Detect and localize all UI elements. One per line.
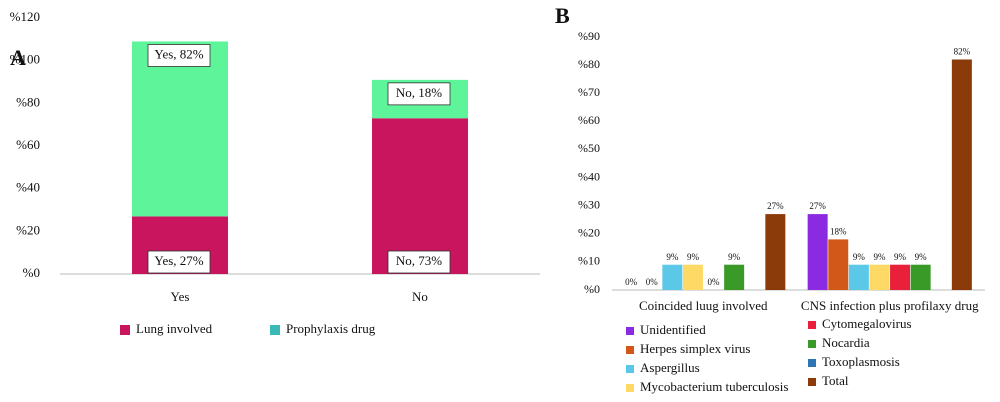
bar — [951, 59, 972, 290]
y-tick-label: %90 — [578, 29, 600, 43]
data-label: 9% — [873, 252, 886, 262]
bar — [848, 264, 869, 290]
y-tick-label: %50 — [578, 141, 600, 155]
data-label: Yes, 82% — [154, 46, 203, 61]
bar — [724, 264, 745, 290]
x-tick-label: No — [412, 289, 428, 304]
legend-label: Prophylaxis drug — [286, 321, 376, 336]
data-label: 9% — [915, 252, 928, 262]
data-label: 9% — [666, 252, 679, 262]
label-box — [147, 250, 211, 274]
legend-swatch — [270, 325, 280, 335]
bar — [869, 264, 890, 290]
y-tick-label: %80 — [578, 57, 600, 71]
legend-label: Mycobacterium tuberculosis — [640, 379, 788, 394]
legend-label: Herpes simplex virus — [640, 341, 750, 356]
label-box — [147, 44, 211, 67]
legend-label: Cytomegalovirus — [822, 316, 912, 331]
bar — [765, 214, 786, 290]
bar — [662, 264, 683, 290]
data-label: No, 18% — [396, 85, 442, 100]
y-tick-label: %40 — [578, 169, 600, 183]
legend-label: Lung involved — [136, 321, 213, 336]
legend-swatch — [808, 340, 816, 348]
y-tick-label: %20 — [16, 222, 40, 237]
y-tick-label: %60 — [578, 113, 600, 127]
data-label: 18% — [830, 226, 847, 236]
legend-label: Unidentified — [640, 322, 706, 337]
data-label: 82% — [954, 47, 971, 57]
panel-label: B — [555, 3, 570, 28]
bar — [890, 264, 911, 290]
legend-swatch — [626, 384, 634, 392]
bar-segment — [372, 118, 468, 275]
x-tick-label: Coincided luug involved — [639, 298, 768, 313]
label-box — [387, 250, 451, 274]
y-tick-label: %120 — [10, 9, 40, 24]
y-tick-label: %20 — [578, 226, 600, 240]
data-label: 9% — [853, 252, 866, 262]
data-label: 9% — [687, 252, 700, 262]
bar — [910, 264, 931, 290]
legend-label: Aspergillus — [640, 360, 700, 375]
data-label: Yes, 27% — [154, 253, 203, 268]
legend-swatch — [626, 346, 634, 354]
x-tick-label: Yes — [171, 289, 190, 304]
bar — [807, 214, 828, 290]
legend-swatch — [808, 321, 816, 329]
legend-swatch — [808, 359, 816, 367]
label-box — [387, 82, 451, 106]
legend-label: Nocardia — [822, 335, 870, 350]
data-label: 0% — [646, 277, 659, 287]
legend-swatch — [626, 327, 634, 335]
data-label: 9% — [728, 252, 741, 262]
bar — [682, 264, 703, 290]
y-tick-label: %10 — [578, 254, 600, 268]
legend-swatch — [120, 325, 130, 335]
data-label: 27% — [809, 201, 826, 211]
data-label: 0% — [625, 277, 638, 287]
y-tick-label: %70 — [578, 85, 600, 99]
bar-segment — [132, 41, 228, 217]
panel-label: A — [10, 45, 26, 70]
bar — [828, 239, 849, 290]
data-label: No, 73% — [396, 253, 442, 268]
y-tick-label: %30 — [578, 197, 600, 211]
legend-label: Total — [822, 373, 849, 388]
y-tick-label: %40 — [16, 180, 40, 195]
y-tick-label: %60 — [16, 137, 40, 152]
x-tick-label: CNS infection plus profilaxy drug — [801, 298, 979, 313]
data-label: 0% — [708, 277, 721, 287]
data-label: 27% — [767, 201, 784, 211]
y-tick-label: %80 — [16, 94, 40, 109]
y-tick-label: %0 — [584, 282, 600, 296]
legend-label: Toxoplasmosis — [822, 354, 900, 369]
data-label: 9% — [894, 252, 907, 262]
y-tick-label: %100 — [10, 52, 40, 67]
legend-swatch — [808, 378, 816, 386]
y-tick-label: %0 — [23, 265, 40, 280]
legend-swatch — [626, 365, 634, 373]
